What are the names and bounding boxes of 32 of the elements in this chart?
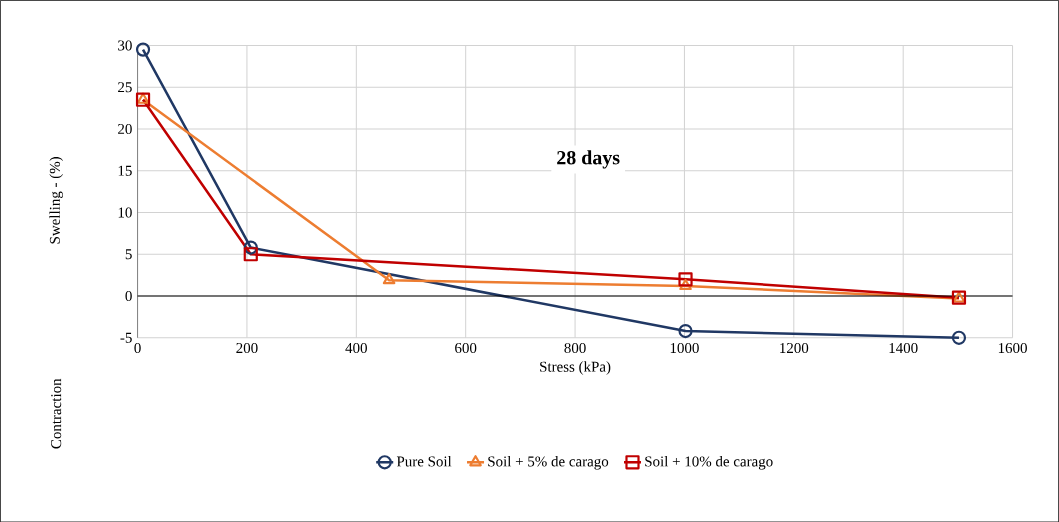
x-tick-label: 1200 xyxy=(780,342,809,353)
y-tick-label: 10 xyxy=(118,207,132,218)
x-tick-label: 800 xyxy=(564,342,586,353)
legend-label: Soil + 5% de carago xyxy=(488,455,609,470)
x-tick-label: 600 xyxy=(455,342,477,353)
legend-label: Pure Soil xyxy=(396,455,452,467)
point xyxy=(679,278,692,290)
y-tick-label: 20 xyxy=(118,123,132,134)
point xyxy=(243,246,258,262)
x-tick-label: 1000 xyxy=(670,342,699,353)
point xyxy=(951,330,967,345)
annotation: 28 days xyxy=(557,150,620,169)
point xyxy=(135,42,151,57)
point xyxy=(678,272,693,287)
y-tick-label: 25 xyxy=(118,81,132,93)
y-tick-label: 0 xyxy=(125,290,132,301)
point xyxy=(243,240,258,255)
y-tick-label: 30 xyxy=(118,40,132,51)
y-tick-label: 5 xyxy=(125,249,132,260)
point xyxy=(678,323,693,338)
point xyxy=(382,272,396,285)
legend-label: Soil + 10% de carago xyxy=(645,455,773,470)
x-axis-title: Stress (kPa) xyxy=(540,361,611,375)
y-axis-title: Swelling - (%) xyxy=(49,156,63,244)
y-tick-label: 15 xyxy=(118,165,132,176)
x-tick-label: 0 xyxy=(134,342,141,353)
x-tick-label: 200 xyxy=(236,342,258,353)
x-tick-label: 400 xyxy=(345,342,367,353)
x-tick-label: 1400 xyxy=(889,342,918,353)
x-tick-label: 1600 xyxy=(998,342,1027,353)
text: Contraction xyxy=(51,378,62,449)
y-tick-label: -5 xyxy=(120,332,132,343)
